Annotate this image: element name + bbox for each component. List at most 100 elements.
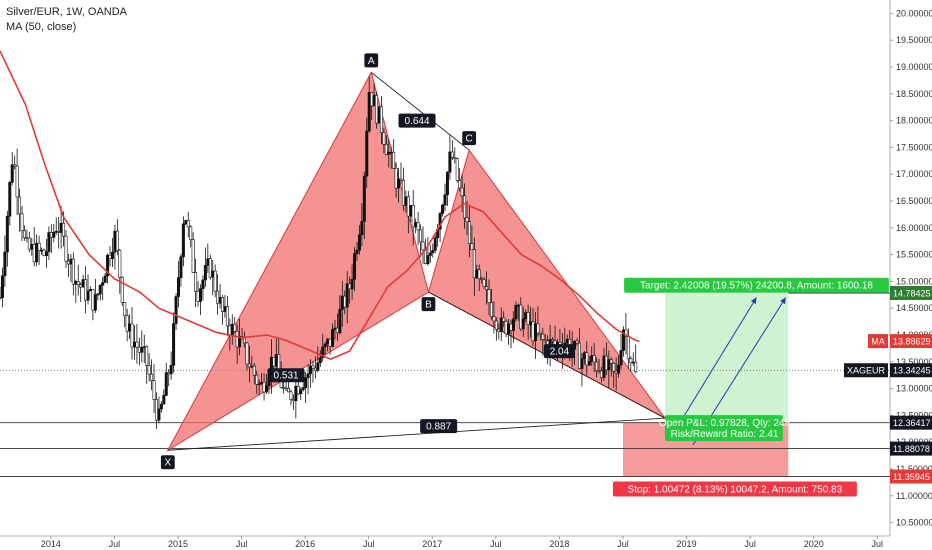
candle-body-158 (384, 144, 388, 155)
y-tick-label-12: 16.50000 (896, 196, 932, 206)
candle-body-23 (54, 230, 58, 233)
candle-body-214 (521, 318, 525, 330)
candle-body-163 (397, 178, 401, 189)
candle-body-92 (223, 306, 227, 312)
candle-body-181 (441, 204, 445, 214)
point-label-x-bg (160, 455, 175, 470)
candle-body-246 (599, 370, 603, 378)
y-tick-label-9: 15.00000 (896, 276, 932, 286)
candle-body-210 (511, 318, 515, 331)
candle-body-87 (211, 270, 215, 278)
candle-body-44 (106, 254, 110, 277)
candle-body-51 (123, 302, 127, 317)
ma-line (0, 50, 640, 360)
candle-body-120 (291, 398, 295, 402)
target-label: Target: 2.42008 (19.57%) 24200.8, Amount… (640, 281, 873, 292)
y-tick-label-8: 14.50000 (896, 303, 932, 313)
candle-body-3 (5, 215, 9, 253)
x-tick-label-4: 2016 (295, 539, 315, 549)
candle-body-242 (590, 355, 594, 362)
candle-body-74 (179, 256, 183, 278)
candle-body-49 (118, 249, 122, 278)
candle-body-162 (394, 168, 398, 189)
candle-body-48 (115, 230, 119, 251)
candle-body-217 (529, 321, 533, 325)
candle-body-81 (196, 290, 200, 302)
candle-body-136 (331, 329, 335, 347)
candle-body-64 (154, 399, 158, 421)
candle-body-65 (157, 408, 161, 421)
candle-body-61 (147, 365, 151, 375)
candle-body-175 (426, 255, 430, 265)
candle-body-56 (135, 341, 139, 348)
candle-body-176 (428, 252, 432, 256)
candle-body-172 (419, 229, 423, 243)
candle-body-118 (287, 388, 291, 393)
candle-body-53 (128, 323, 132, 332)
x-tick-label-10: 2019 (677, 539, 697, 549)
candle-body-198 (482, 279, 486, 287)
x-tick-label-7: Jul (490, 539, 502, 549)
candle-body-134 (326, 338, 330, 345)
price-tag-XAGEUR-name: XAGEUR (847, 366, 886, 376)
candle-body-31 (74, 281, 78, 285)
candle-body-254 (619, 350, 623, 366)
target-zone (664, 292, 789, 423)
price-tag-target-bg (890, 285, 932, 300)
candle-body-170 (414, 222, 418, 228)
candle-body-104 (252, 365, 256, 376)
candle-body-28 (66, 260, 70, 265)
candle-body-2 (3, 251, 7, 277)
indicator-title[interactable]: MA (50, close) (6, 21, 77, 33)
price-tag-level-bg (890, 441, 932, 456)
candle-body-189 (460, 187, 464, 196)
candle-body-17 (40, 249, 44, 252)
candle-body-148 (360, 221, 364, 236)
y-tick-label-18: 19.50000 (896, 35, 932, 45)
point-label-a-bg (364, 53, 379, 68)
y-tick-label-14: 17.50000 (896, 142, 932, 152)
symbol-title[interactable]: Silver/EUR, 1W, OANDA (6, 6, 128, 18)
candle-body-256 (624, 329, 628, 337)
risk-reward-label: Risk/Reward Ratio: 2.41 (671, 429, 779, 440)
candle-body-133 (323, 343, 327, 348)
stop-label: Stop: 1.00472 (8.13%) 10047.2, Amount: 7… (628, 485, 843, 496)
y-tick-label-1: 11.00000 (896, 491, 932, 501)
candle-body-152 (370, 92, 374, 107)
candle-body-212 (516, 304, 520, 307)
candle-body-125 (304, 377, 308, 388)
price-tag-entry: 12.36417 (893, 418, 931, 428)
candle-body-153 (372, 95, 376, 107)
candle-body-165 (401, 179, 405, 206)
candle-body-184 (448, 151, 452, 173)
candle-body-91 (221, 296, 225, 312)
candle-body-241 (587, 360, 591, 366)
candle-body-156 (379, 106, 383, 133)
candle-body-144 (350, 278, 354, 290)
candle-body-26 (62, 222, 66, 237)
x-tick-label-11: Jul (744, 539, 756, 549)
candle-body-191 (465, 217, 469, 223)
candle-body-131 (318, 357, 322, 364)
candle-body-79 (191, 239, 195, 273)
candle-body-88 (213, 270, 217, 292)
stop-zone-extension (623, 422, 665, 477)
candle-body-98 (238, 335, 242, 348)
candle-body-15 (35, 242, 39, 263)
candle-body-171 (416, 222, 420, 231)
candle-body-57 (137, 346, 141, 353)
candle-body-247 (602, 355, 606, 378)
candle-body-140 (340, 295, 344, 310)
candle-body-249 (607, 359, 611, 371)
x-tick-label-12: 2020 (804, 539, 824, 549)
candle-body-240 (585, 352, 589, 366)
candle-body-150 (365, 130, 369, 177)
candle-body-149 (362, 175, 366, 222)
candle-body-70 (169, 365, 173, 375)
candle-body-5 (10, 164, 14, 183)
price-tag-MA-name-bg (868, 334, 888, 349)
candle-body-244 (595, 361, 599, 371)
price-tag-stop-bg (890, 469, 932, 484)
candle-body-177 (431, 249, 435, 254)
